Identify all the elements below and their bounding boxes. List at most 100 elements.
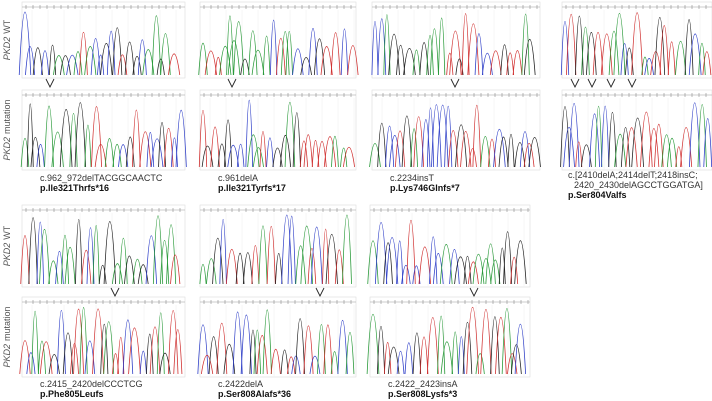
trace-peak [292, 112, 301, 168]
trace-peak [341, 214, 352, 285]
trace-peak [523, 143, 535, 168]
trace-peak [528, 137, 541, 168]
trace-peak [412, 49, 421, 76]
chromatogram [198, 1, 359, 79]
trace-peak [19, 340, 31, 375]
trace-peak [79, 32, 88, 76]
trace-peak [73, 51, 83, 76]
trace-peak [149, 326, 161, 375]
chromatogram [198, 89, 357, 171]
trace-peak [236, 143, 245, 168]
trace-peak [152, 215, 164, 285]
trace-peak [330, 32, 341, 76]
variant-marker [587, 78, 597, 89]
cdna-change: c.2415_2420delCCCTCG [40, 379, 143, 389]
trace-peak [330, 351, 339, 375]
trace-peak [30, 136, 41, 168]
cdna-change: c.2422delA [218, 379, 263, 389]
trace-peak [48, 354, 60, 375]
variant-marker [627, 78, 637, 89]
trace-peak [440, 341, 454, 375]
trace-peak [488, 138, 496, 168]
trace-peak [142, 49, 155, 76]
trace-frame [199, 296, 357, 378]
trace-peak [455, 124, 468, 168]
trace-peak [371, 21, 379, 76]
trace-peak [594, 106, 603, 168]
trace-peak [631, 12, 643, 76]
variant-marker [227, 78, 237, 89]
trace-peak [258, 225, 268, 285]
trace-peak [383, 14, 391, 76]
trace-peak [235, 252, 245, 285]
trace-peak [463, 256, 472, 285]
trace-frame [199, 1, 357, 79]
trace-peak [376, 325, 386, 375]
trace-peak [104, 138, 115, 168]
trace-peak [132, 109, 141, 168]
trace-peak [125, 136, 135, 168]
row-label: PKD2 WT [2, 225, 12, 266]
trace-peak [219, 218, 227, 285]
trace-peak [248, 30, 258, 76]
trace-peak [568, 102, 580, 168]
trace-peak [374, 222, 388, 285]
trace-peak [275, 252, 283, 285]
trace-peak [81, 249, 92, 285]
trace-peak [310, 226, 323, 285]
trace-frame [199, 204, 357, 288]
trace-peak [474, 33, 484, 76]
trace-peak [150, 138, 164, 168]
trace-peak [601, 105, 610, 168]
trace-peak [227, 40, 241, 76]
trace-peak [103, 221, 116, 285]
trace-peak [309, 355, 321, 375]
trace-peak [92, 308, 104, 375]
trace-peak [256, 335, 268, 375]
chromatogram [20, 89, 187, 171]
trace-peak [412, 332, 422, 375]
trace-peak [240, 314, 252, 375]
trace-peak [430, 28, 439, 76]
trace-peak [654, 124, 664, 168]
trace-peak [625, 127, 638, 168]
trace-peak [510, 257, 519, 285]
trace-peak [232, 311, 243, 375]
trace-peak [659, 25, 669, 76]
trace-peak [270, 349, 281, 375]
trace-peak [401, 115, 413, 168]
trace-peak [66, 54, 79, 76]
trace-peak [122, 319, 134, 375]
trace-peak [490, 259, 501, 285]
trace-peak [586, 32, 597, 76]
trace-peak [100, 42, 113, 76]
trace-peak [124, 255, 135, 285]
trace-peak [262, 35, 271, 76]
trace-peak [48, 44, 57, 76]
trace-peak [575, 141, 583, 168]
trace-peak [295, 318, 306, 375]
trace-peak [36, 143, 45, 168]
trace-peak [620, 43, 629, 76]
trace-peak [589, 113, 601, 168]
trace-peak [303, 325, 314, 375]
trace-peak [419, 336, 429, 375]
trace-peak [206, 258, 217, 285]
trace-peak [446, 52, 454, 76]
trace-peak [287, 215, 296, 285]
chromatogram [369, 89, 541, 171]
trace-frame [561, 1, 712, 79]
trace-peak [28, 217, 38, 285]
trace-peak [403, 48, 416, 76]
protein-change: p.Phe805Leufs [40, 389, 104, 399]
trace-peak [480, 258, 492, 285]
cdna-change: c.962_972delTACGGCAACTC [40, 173, 163, 183]
trace-peak [295, 245, 306, 285]
row-label-suffix: WT [2, 19, 12, 33]
trace-peak [112, 27, 123, 76]
row-label: PKD2 mutation [2, 99, 12, 160]
trace-frame [21, 296, 186, 378]
trace-peak [300, 57, 312, 76]
trace-peak [697, 104, 707, 168]
